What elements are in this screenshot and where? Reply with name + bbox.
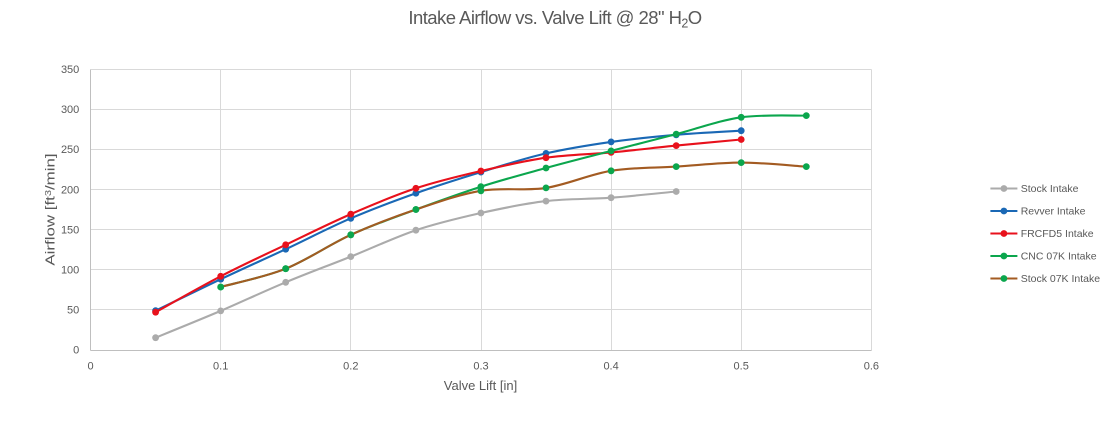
svg-text:250: 250 xyxy=(61,144,79,156)
svg-text:150: 150 xyxy=(61,224,79,236)
svg-text:Stock Intake: Stock Intake xyxy=(1021,183,1079,195)
svg-text:350: 350 xyxy=(61,64,79,76)
svg-text:Airflow [ft3/min]: Airflow [ft3/min] xyxy=(43,153,58,265)
svg-text:0.2: 0.2 xyxy=(343,360,358,372)
svg-text:Valve Lift [in]: Valve Lift [in] xyxy=(444,378,517,393)
svg-text:FRCFD5 Intake: FRCFD5 Intake xyxy=(1021,228,1094,240)
svg-text:0.4: 0.4 xyxy=(603,360,618,372)
svg-text:300: 300 xyxy=(61,104,79,116)
svg-text:Revver Intake: Revver Intake xyxy=(1021,206,1086,218)
svg-text:0.6: 0.6 xyxy=(864,360,879,372)
svg-text:Intake Airflow vs. Valve Lift: Intake Airflow vs. Valve Lift @ 28" H2O xyxy=(408,7,701,31)
svg-text:0: 0 xyxy=(73,345,79,357)
svg-text:0.3: 0.3 xyxy=(473,360,488,372)
svg-text:50: 50 xyxy=(67,305,79,317)
svg-text:CNC 07K Intake: CNC 07K Intake xyxy=(1021,251,1097,263)
svg-text:0.1: 0.1 xyxy=(213,360,228,372)
svg-text:Stock 07K Intake: Stock 07K Intake xyxy=(1021,273,1101,285)
svg-text:0.5: 0.5 xyxy=(734,360,749,372)
svg-text:0: 0 xyxy=(87,360,93,372)
svg-text:100: 100 xyxy=(61,265,79,277)
svg-text:200: 200 xyxy=(61,184,79,196)
